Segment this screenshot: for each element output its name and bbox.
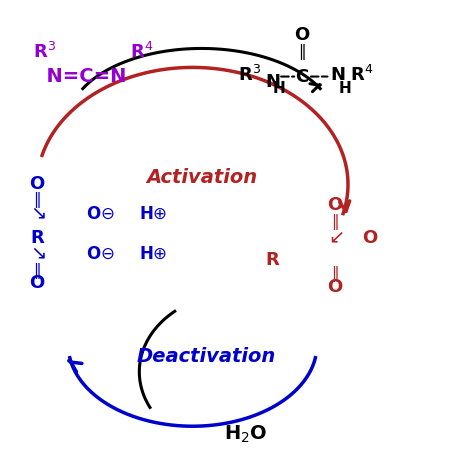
Text: N: N xyxy=(330,66,345,84)
Text: Activation: Activation xyxy=(146,169,257,187)
Text: O: O xyxy=(294,26,309,44)
Text: $\|$: $\|$ xyxy=(298,42,305,62)
Text: R$^{4}$: R$^{4}$ xyxy=(350,65,374,85)
Text: R$^{3}$: R$^{3}$ xyxy=(33,42,56,62)
Text: O: O xyxy=(327,196,342,214)
Text: R$^{4}$: R$^{4}$ xyxy=(130,42,154,62)
Text: N: N xyxy=(266,73,281,91)
Text: $\searrow$: $\searrow$ xyxy=(27,244,47,263)
Text: R: R xyxy=(30,229,44,247)
Text: N=C=N: N=C=N xyxy=(33,68,126,86)
Text: R: R xyxy=(265,251,279,269)
Text: R$^{3}$: R$^{3}$ xyxy=(238,65,262,85)
Text: $\|$: $\|$ xyxy=(33,190,41,210)
Text: O: O xyxy=(29,274,45,292)
Text: H: H xyxy=(339,81,352,96)
Text: $\|$: $\|$ xyxy=(331,264,338,284)
Text: C: C xyxy=(295,68,308,86)
Text: $\searrow$: $\searrow$ xyxy=(27,204,47,223)
Text: $\swarrow$: $\swarrow$ xyxy=(325,228,345,248)
Text: $\|$: $\|$ xyxy=(331,212,338,232)
Text: O: O xyxy=(363,229,378,247)
Text: O$\ominus$: O$\ominus$ xyxy=(86,245,115,263)
Text: H$\oplus$: H$\oplus$ xyxy=(139,205,168,222)
Text: H: H xyxy=(273,81,285,96)
Text: $\|$: $\|$ xyxy=(33,261,41,281)
Text: H$\oplus$: H$\oplus$ xyxy=(139,245,168,263)
Text: O: O xyxy=(327,278,342,296)
Text: O: O xyxy=(29,176,45,193)
Text: H$_2$O: H$_2$O xyxy=(224,424,267,445)
Text: O$\ominus$: O$\ominus$ xyxy=(86,205,115,222)
Text: Deactivation: Deactivation xyxy=(137,347,275,366)
